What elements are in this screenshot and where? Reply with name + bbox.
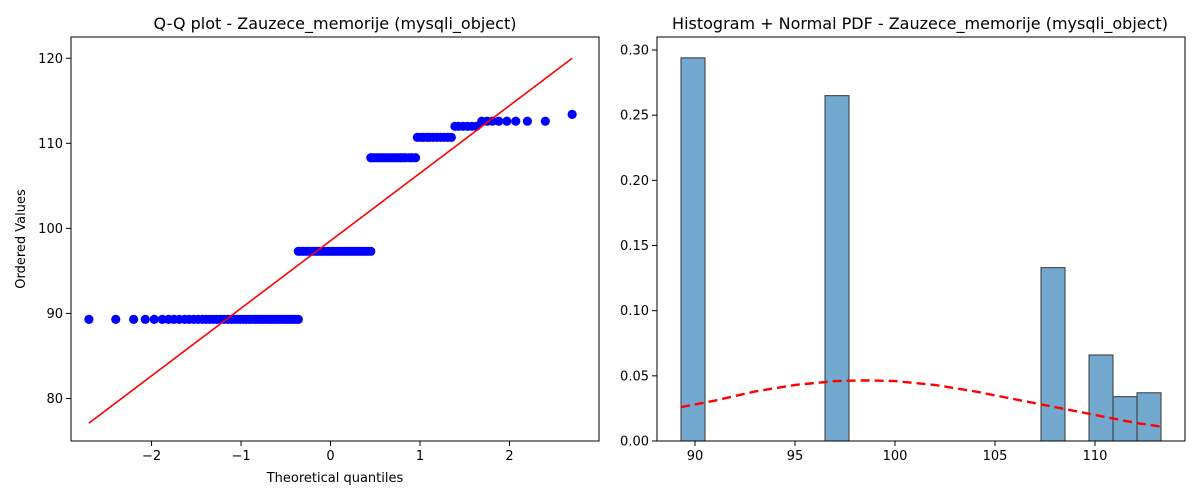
qq-point xyxy=(494,116,504,126)
qq-plot-title: Q-Q plot - Zauzece_memorije (mysqli_obje… xyxy=(154,14,517,34)
histogram-bar xyxy=(1088,354,1114,442)
qq-y-tick-label: 80 xyxy=(46,392,63,407)
histogram-title: Histogram + Normal PDF - Zauzece_memorij… xyxy=(672,14,1168,34)
qq-points-series xyxy=(84,109,577,324)
qq-y-axis-label: Ordered Values xyxy=(14,189,29,289)
histogram-panel: Histogram + Normal PDF - Zauzece_memorij… xyxy=(620,14,1186,464)
qq-point xyxy=(410,153,421,163)
histogram-bar xyxy=(824,95,850,442)
qq-x-tick-label: 0 xyxy=(326,449,334,464)
qq-x-tick-label: 1 xyxy=(416,449,424,464)
normal-pdf-series xyxy=(680,379,1162,428)
histogram-bar xyxy=(1040,267,1066,442)
histogram-y-tick-label: 0.20 xyxy=(620,174,649,189)
histogram-x-axis: 90 95 100 105 110 xyxy=(687,441,1108,464)
qq-point xyxy=(149,314,159,324)
qq-point xyxy=(567,109,577,119)
qq-y-tick-label: 120 xyxy=(38,52,63,67)
qq-point xyxy=(366,246,376,256)
qq-y-tick-label: 90 xyxy=(46,307,63,322)
qq-point xyxy=(129,314,139,324)
qq-plot-area xyxy=(70,36,600,442)
qq-point xyxy=(84,314,94,324)
qq-x-axis-label: Theoretical quantiles xyxy=(266,471,404,486)
qq-x-tick-label: −1 xyxy=(231,449,250,464)
histogram-bars-series xyxy=(680,57,1162,442)
qq-fit-line xyxy=(88,57,573,424)
histogram-y-tick-label: 0.15 xyxy=(620,239,649,254)
histogram-x-tick-label: 105 xyxy=(983,449,1008,464)
qq-fit-line-series xyxy=(88,57,573,424)
qq-x-axis: −2 −1 0 1 2 xyxy=(142,441,514,464)
qq-point xyxy=(522,116,533,126)
histogram-y-tick-label: 0.00 xyxy=(620,435,649,450)
normal-pdf-curve xyxy=(680,379,1162,428)
histogram-bar xyxy=(1136,392,1162,442)
histogram-x-tick-label: 100 xyxy=(883,449,908,464)
histogram-y-tick-label: 0.25 xyxy=(620,109,649,124)
qq-y-tick-label: 110 xyxy=(38,137,63,152)
qq-point xyxy=(511,116,521,126)
qq-plot-panel: Q-Q plot - Zauzece_memorije (mysqli_obje… xyxy=(14,14,600,486)
histogram-x-tick-label: 95 xyxy=(787,449,804,464)
histogram-y-axis: 0.00 0.05 0.10 0.15 0.20 0.25 0.30 xyxy=(620,44,657,450)
histogram-x-tick-label: 90 xyxy=(687,449,704,464)
histogram-y-tick-label: 0.10 xyxy=(620,304,649,319)
qq-point xyxy=(502,116,512,126)
histogram-plot-area xyxy=(656,36,1186,442)
qq-x-tick-label: −2 xyxy=(142,449,161,464)
qq-point xyxy=(140,314,150,324)
qq-x-tick-label: 2 xyxy=(505,449,513,464)
qq-point xyxy=(446,132,456,142)
histogram-y-tick-label: 0.30 xyxy=(620,44,649,59)
qq-point xyxy=(111,314,121,324)
qq-y-axis: 80 90 100 110 120 xyxy=(38,52,71,407)
qq-point xyxy=(540,116,550,126)
qq-y-tick-label: 100 xyxy=(38,222,63,237)
histogram-bar xyxy=(680,57,706,442)
histogram-x-tick-label: 110 xyxy=(1083,449,1108,464)
histogram-y-tick-label: 0.05 xyxy=(620,369,649,384)
qq-point xyxy=(293,314,303,324)
